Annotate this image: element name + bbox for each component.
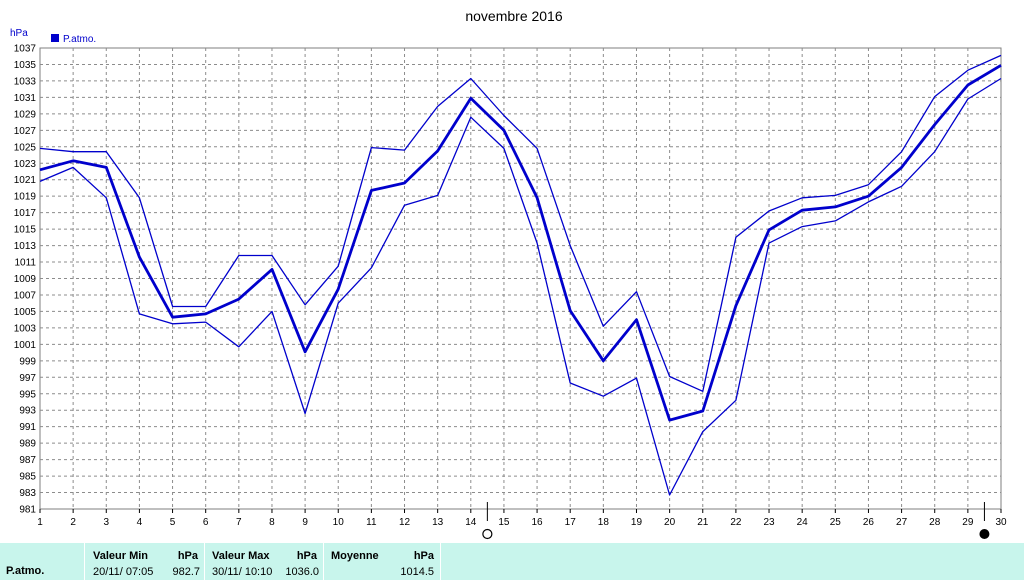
x-tick-label: 26 <box>863 517 875 528</box>
y-tick-label: 1007 <box>14 290 37 301</box>
y-tick-label: 1011 <box>14 258 36 269</box>
series-line-mean <box>39 64 1002 422</box>
stats-mean-unit: hPa <box>413 550 434 562</box>
stats-max-value: 1036.0 <box>285 566 319 578</box>
chart-title: novembre 2016 <box>465 8 563 24</box>
y-tick-label: 991 <box>19 422 36 433</box>
moon-phase-markers <box>482 502 990 540</box>
stats-mean-cell: Moyenne hPa 1014.5 <box>325 543 441 580</box>
x-tick-label: 27 <box>896 517 908 528</box>
stats-min-cell: Valeur Min hPa 20/11/ 07:05 982.7 <box>86 543 205 580</box>
x-tick-label: 8 <box>269 517 275 528</box>
x-tick-label: 5 <box>170 517 176 528</box>
stats-mean-value: 1014.5 <box>400 566 434 578</box>
x-axis-ticks: 1 2 3 4 5 6 7 8 9 10 11 12 13 14 15 16 17 18 19 20 21 22 23 24 2… <box>37 509 1007 528</box>
x-tick-label: 19 <box>631 517 643 528</box>
y-tick-label: 1005 <box>14 307 37 318</box>
x-tick-label: 7 <box>236 517 242 528</box>
stats-max-unit: hPa <box>296 550 317 562</box>
y-tick-label: 1027 <box>14 126 37 137</box>
stats-mean-header: Moyenne <box>331 550 379 562</box>
x-tick-label: 30 <box>995 517 1007 528</box>
y-tick-label: 983 <box>19 488 36 499</box>
x-tick-label: 18 <box>598 517 610 528</box>
x-tick-label: 29 <box>962 517 974 528</box>
x-tick-label: 14 <box>465 517 477 528</box>
x-tick-label: 17 <box>565 517 577 528</box>
x-tick-label: 28 <box>929 517 941 528</box>
stats-row-label-cell: P.atmo. <box>0 543 85 580</box>
stats-max-cell: Valeur Max hPa 30/11/ 10:10 1036.0 <box>206 543 324 580</box>
y-tick-label: 985 <box>19 472 36 483</box>
y-tick-label: 1035 <box>14 60 37 71</box>
stats-min-header: Valeur Min <box>93 550 149 562</box>
stats-row-label: P.atmo. <box>6 565 45 577</box>
y-tick-label: 989 <box>19 439 36 450</box>
series-lines <box>39 54 1002 496</box>
full-moon-icon <box>482 528 493 540</box>
x-tick-label: 2 <box>70 517 76 528</box>
stats-min-unit: hPa <box>177 550 198 562</box>
stats-bar: P.atmo. Valeur Min hPa 20/11/ 07:05 982.… <box>0 543 1024 580</box>
y-tick-label: 1015 <box>14 225 37 236</box>
series-line-min <box>39 77 1002 496</box>
x-tick-label: 9 <box>302 517 308 528</box>
pressure-chart: novembre 2016 hPa P.atmo. 98198398598798… <box>10 8 1007 540</box>
y-tick-label: 1025 <box>14 142 37 153</box>
y-tick-label: 1019 <box>14 192 37 203</box>
x-tick-label: 4 <box>137 517 143 528</box>
x-tick-label: 12 <box>399 517 411 528</box>
y-tick-label: 1017 <box>14 208 37 219</box>
stats-min-datetime: 20/11/ 07:05 <box>93 566 154 578</box>
new-moon-icon <box>979 529 990 539</box>
y-tick-label: 1037 <box>14 44 37 55</box>
x-tick-label: 21 <box>697 517 709 528</box>
y-tick-label: 995 <box>19 389 36 400</box>
y-tick-label: 999 <box>19 356 36 367</box>
x-tick-label: 13 <box>432 517 444 528</box>
x-tick-label: 22 <box>730 517 742 528</box>
x-tick-label: 24 <box>797 517 809 528</box>
y-axis-unit-label: hPa <box>10 28 28 39</box>
y-tick-label: 1023 <box>14 159 37 170</box>
y-tick-label: 1021 <box>14 175 37 186</box>
x-tick-label: 6 <box>203 517 209 528</box>
legend-swatch <box>51 34 59 42</box>
stats-max-datetime: 30/11/ 10:10 <box>212 566 273 578</box>
x-tick-label: 15 <box>498 517 510 528</box>
stats-max-header: Valeur Max <box>212 550 270 562</box>
x-tick-label: 3 <box>103 517 109 528</box>
y-tick-label: 987 <box>19 455 36 466</box>
y-tick-label: 1033 <box>14 76 37 87</box>
x-tick-label: 23 <box>763 517 775 528</box>
y-tick-label: 1009 <box>14 274 37 285</box>
y-tick-label: 1013 <box>14 241 37 252</box>
stats-min-value: 982.7 <box>172 566 200 578</box>
y-tick-label: 1031 <box>14 93 37 104</box>
x-tick-label: 25 <box>830 517 842 528</box>
y-axis-ticks: 981 983 985 987 989 991 993 995 997 999 1001 1003 10… <box>14 44 37 516</box>
x-tick-label: 20 <box>664 517 676 528</box>
legend-label: P.atmo. <box>63 34 96 45</box>
y-tick-label: 1003 <box>14 323 37 334</box>
y-tick-label: 993 <box>19 406 36 417</box>
y-tick-label: 1029 <box>14 109 37 120</box>
y-tick-label: 1001 <box>14 340 37 351</box>
y-tick-label: 981 <box>19 505 36 516</box>
grid <box>40 48 1001 509</box>
y-tick-label: 997 <box>19 373 36 384</box>
x-tick-label: 16 <box>532 517 544 528</box>
x-tick-label: 1 <box>37 517 43 528</box>
x-tick-label: 10 <box>333 517 345 528</box>
x-tick-label: 11 <box>366 517 377 528</box>
series-line-max <box>39 54 1002 392</box>
